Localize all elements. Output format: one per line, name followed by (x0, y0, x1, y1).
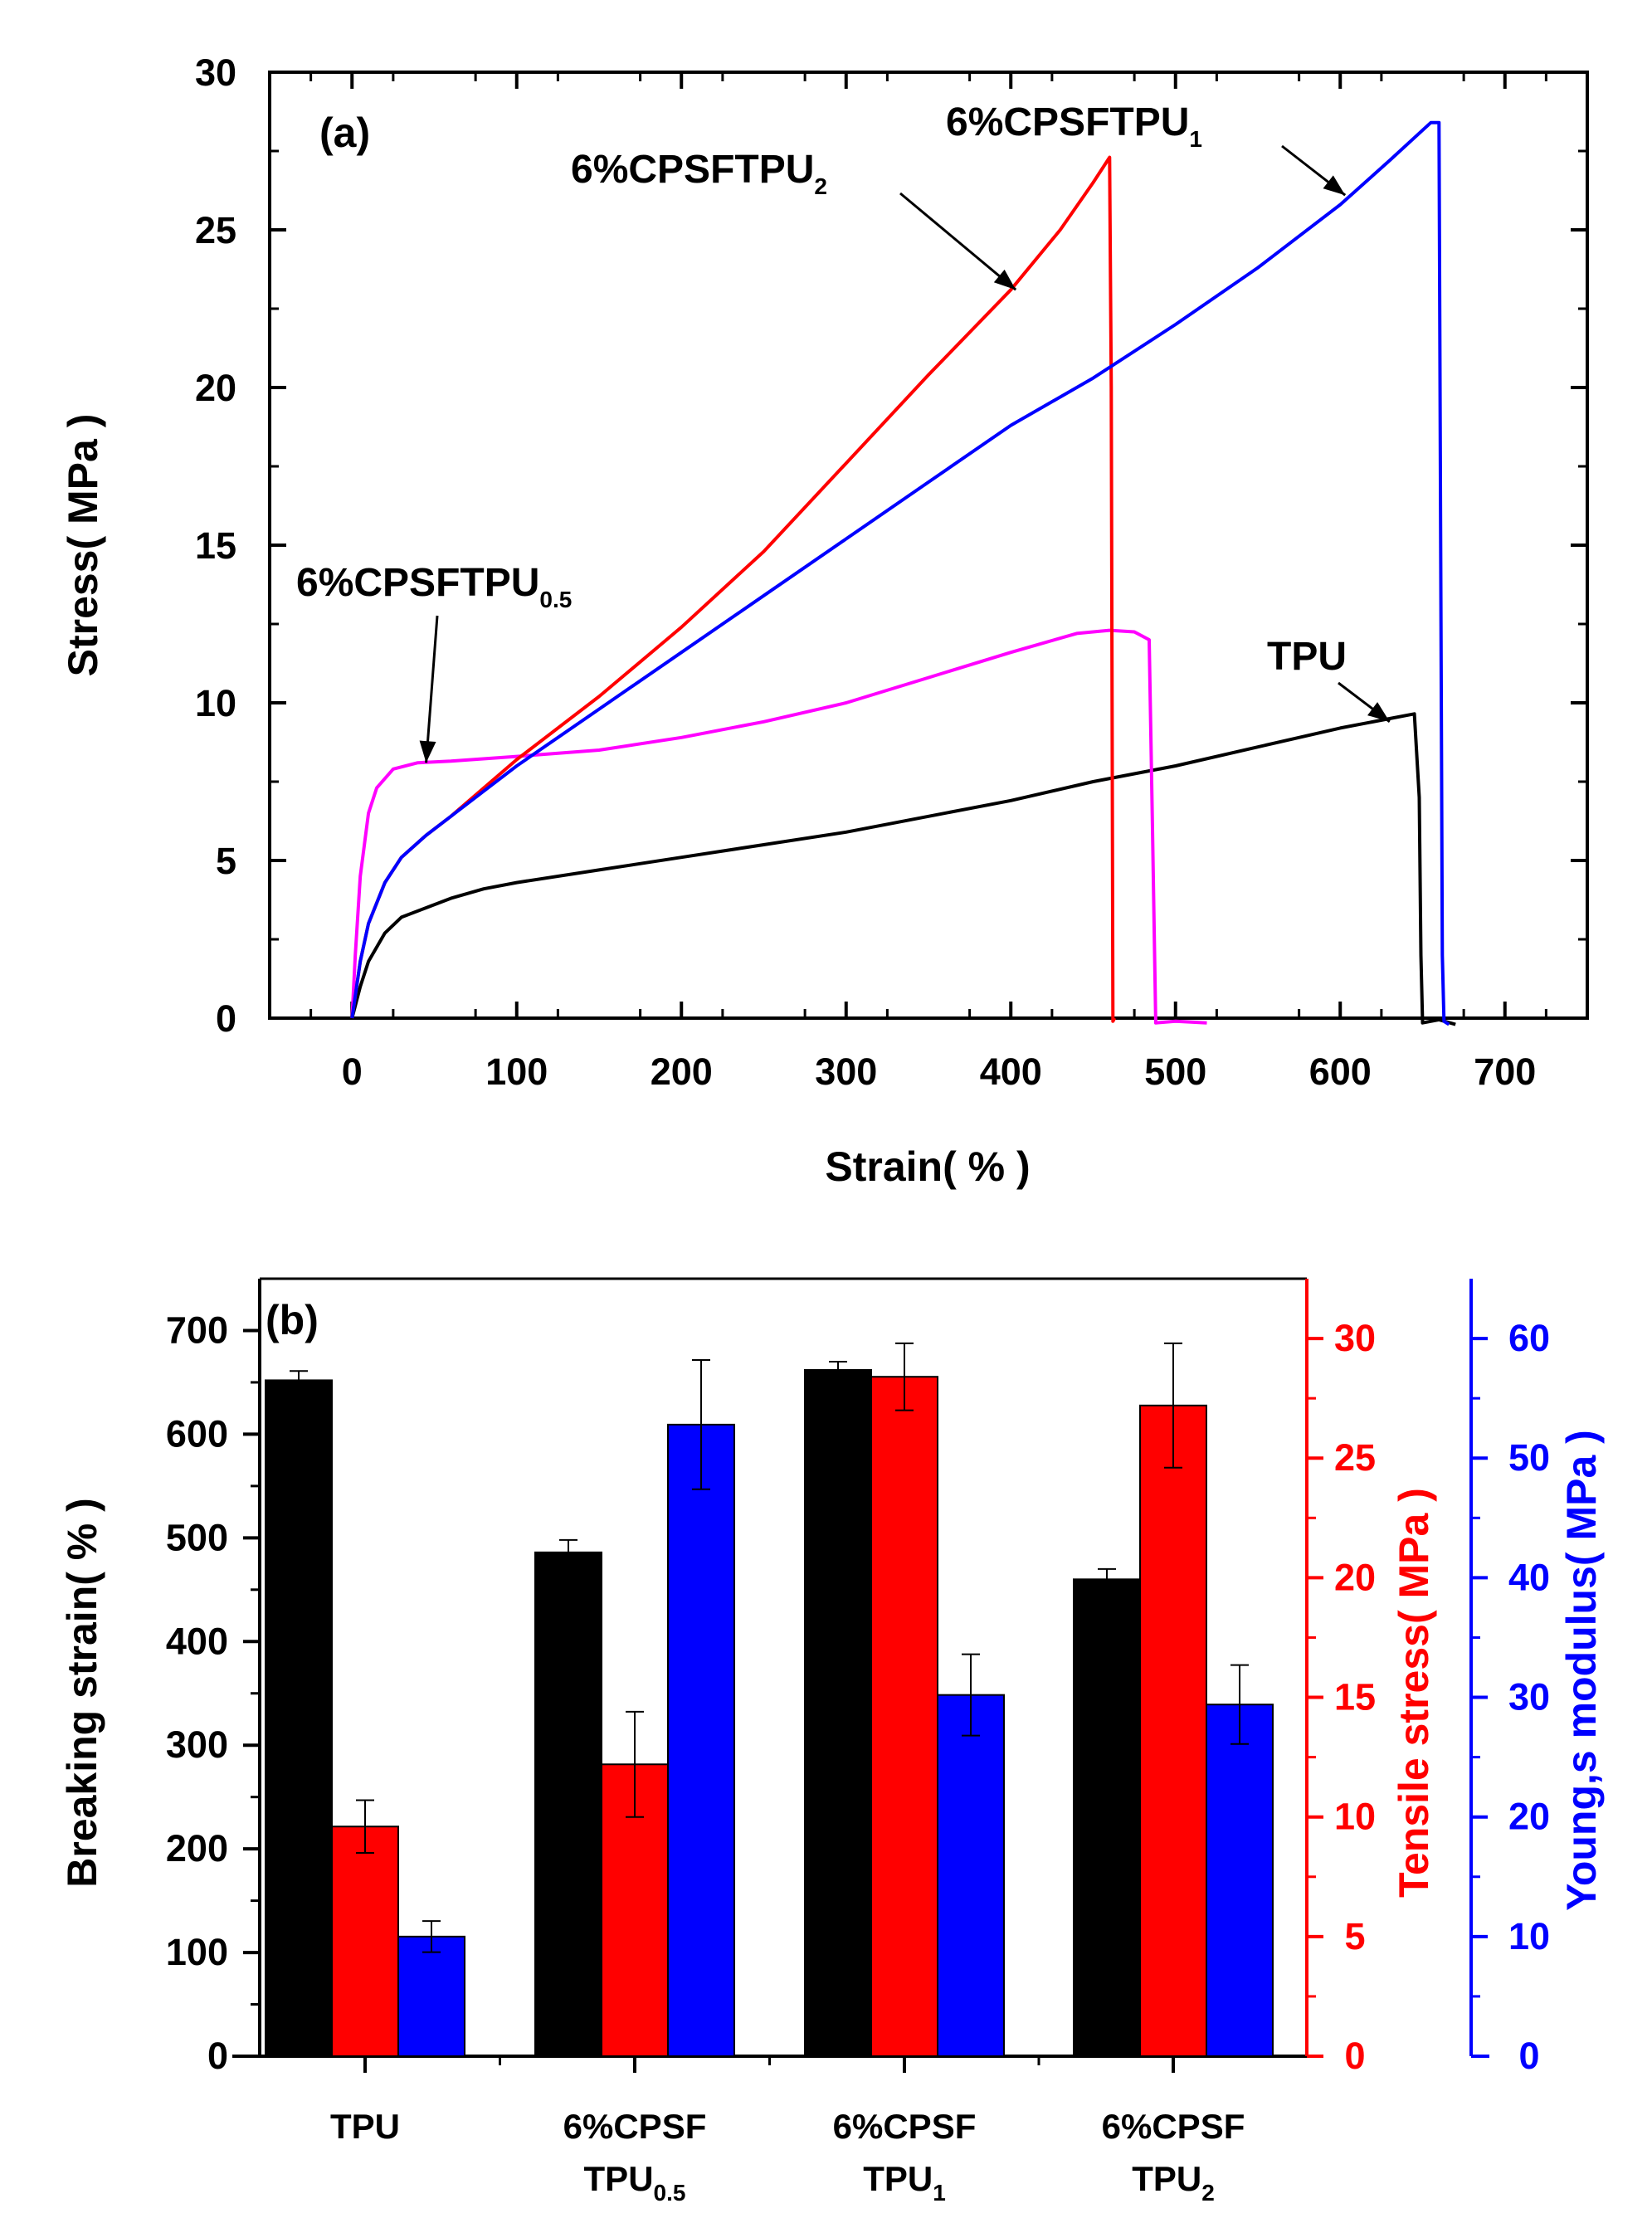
label-tpu: TPU (1267, 635, 1347, 679)
bar (265, 1379, 333, 2057)
series-line (350, 712, 1456, 1026)
category-label: 6%CPSF (833, 2107, 977, 2146)
x-tick-label: 700 (1474, 1051, 1536, 1093)
y-tick-label: 25 (195, 209, 236, 251)
x-tick-label: 600 (1309, 1051, 1372, 1093)
x-tick-label: 400 (980, 1051, 1042, 1093)
category-label-sub: 0.5 (654, 2180, 686, 2206)
left-tick-label: 0 (207, 2035, 228, 2077)
red-tick-label: 10 (1334, 1796, 1376, 1838)
panel-b-blue-axis-label: Young,s modulus( MPa ) (1558, 1430, 1605, 1911)
blue-tick-label: 60 (1508, 1317, 1550, 1359)
bar (870, 1376, 938, 2057)
y-tick-label: 20 (195, 367, 236, 409)
red-tick-label: 30 (1334, 1317, 1376, 1359)
annotation-arrow-line (899, 192, 1017, 291)
panel-a-ticks: 0 100 200 300 400 500 600 700 0 5 10 15 20 25 30 (195, 51, 1587, 1093)
left-tick-label: 200 (166, 1827, 228, 1869)
category-label-line2: TPU1 (863, 2159, 946, 2206)
annotation-arrow-head (1323, 175, 1346, 196)
category-label-sub: 2 (1201, 2180, 1215, 2206)
category-label-main: TPU (584, 2159, 654, 2198)
bar (397, 1935, 465, 2058)
annotation-arrow-line (425, 615, 439, 763)
red-tick-label: 5 (1344, 1915, 1365, 1957)
bar (1139, 1404, 1207, 2057)
label-tpu1: 6%CPSFTPU1 (946, 100, 1202, 152)
category-label-main: TPU (1132, 2159, 1201, 2198)
y-tick-label: 15 (195, 524, 236, 567)
panel-b-left-axis-label: Breaking strain( % ) (59, 1498, 105, 1888)
panel-b-tag: (b) (266, 1297, 319, 1343)
blue-tick-label: 30 (1508, 1676, 1550, 1718)
series-line (350, 628, 1207, 1025)
category-label-main: TPU (863, 2159, 933, 2198)
panel-a-tag: (a) (319, 110, 370, 156)
panel-b: 0100200300400500600700051015202530010203… (59, 1277, 1605, 2206)
bar (534, 1551, 602, 2057)
annotation-arrow-head (993, 269, 1016, 290)
panel-a-series (350, 120, 1456, 1026)
blue-tick-label: 40 (1508, 1556, 1550, 1598)
y-tick-label: 10 (195, 682, 236, 724)
x-tick-label: 300 (815, 1051, 877, 1093)
x-tick-label: 500 (1144, 1051, 1206, 1093)
panel-a: 0 100 200 300 400 500 600 700 0 5 10 15 20 25 30 (a) S… (60, 51, 1589, 1190)
bar (937, 1694, 1005, 2057)
bar (331, 1826, 399, 2057)
y-tick-label: 5 (216, 840, 236, 882)
panel-a-y-axis-label: Stress( MPa ) (60, 414, 106, 677)
left-tick-label: 100 (166, 1931, 228, 1973)
series-line (350, 120, 1450, 1026)
x-tick-label: 200 (651, 1051, 713, 1093)
y-tick-label: 30 (195, 51, 236, 94)
red-tick-label: 25 (1334, 1436, 1376, 1479)
panel-b-bars (265, 1342, 1274, 2058)
panel-a-x-axis-label: Strain( % ) (825, 1143, 1030, 1190)
category-label-line2: TPU0.5 (584, 2159, 686, 2206)
blue-tick-label: 10 (1508, 1915, 1550, 1957)
category-label: TPU (330, 2107, 400, 2146)
category-label: 6%CPSF (1102, 2107, 1245, 2146)
bar (1206, 1704, 1274, 2058)
red-tick-label: 20 (1334, 1556, 1376, 1598)
bar (1073, 1578, 1141, 2057)
category-label-line2: TPU2 (1132, 2159, 1215, 2206)
left-tick-label: 600 (166, 1412, 228, 1455)
category-label-sub: 1 (933, 2180, 946, 2206)
panel-b-red-axis-label: Tensile stress( MPa ) (1391, 1488, 1437, 1898)
blue-tick-label: 50 (1508, 1436, 1550, 1479)
left-tick-label: 700 (166, 1309, 228, 1351)
bar (667, 1423, 735, 2057)
label-tpu2: 6%CPSFTPU2 (571, 148, 827, 199)
left-tick-label: 400 (166, 1620, 228, 1662)
left-tick-label: 500 (166, 1516, 228, 1558)
y-tick-label: 0 (216, 997, 236, 1040)
left-tick-label: 300 (166, 1723, 228, 1766)
panel-a-annotations (419, 144, 1391, 763)
red-tick-label: 15 (1334, 1676, 1376, 1718)
annotation-arrow-head (1367, 702, 1390, 722)
label-tpu05: 6%CPSFTPU0.5 (296, 561, 572, 612)
category-label: 6%CPSF (563, 2107, 707, 2146)
bar (804, 1368, 872, 2057)
x-tick-label: 100 (485, 1051, 548, 1093)
panel-b-ticks: 0100200300400500600700051015202530010203… (166, 1309, 1550, 2077)
blue-tick-label: 20 (1508, 1796, 1550, 1838)
red-tick-label: 0 (1344, 2035, 1365, 2077)
blue-tick-label: 0 (1518, 2035, 1539, 2077)
panel-a-frame (268, 71, 1589, 1020)
x-tick-label: 0 (342, 1051, 363, 1093)
annotation-arrow-head (419, 740, 436, 763)
